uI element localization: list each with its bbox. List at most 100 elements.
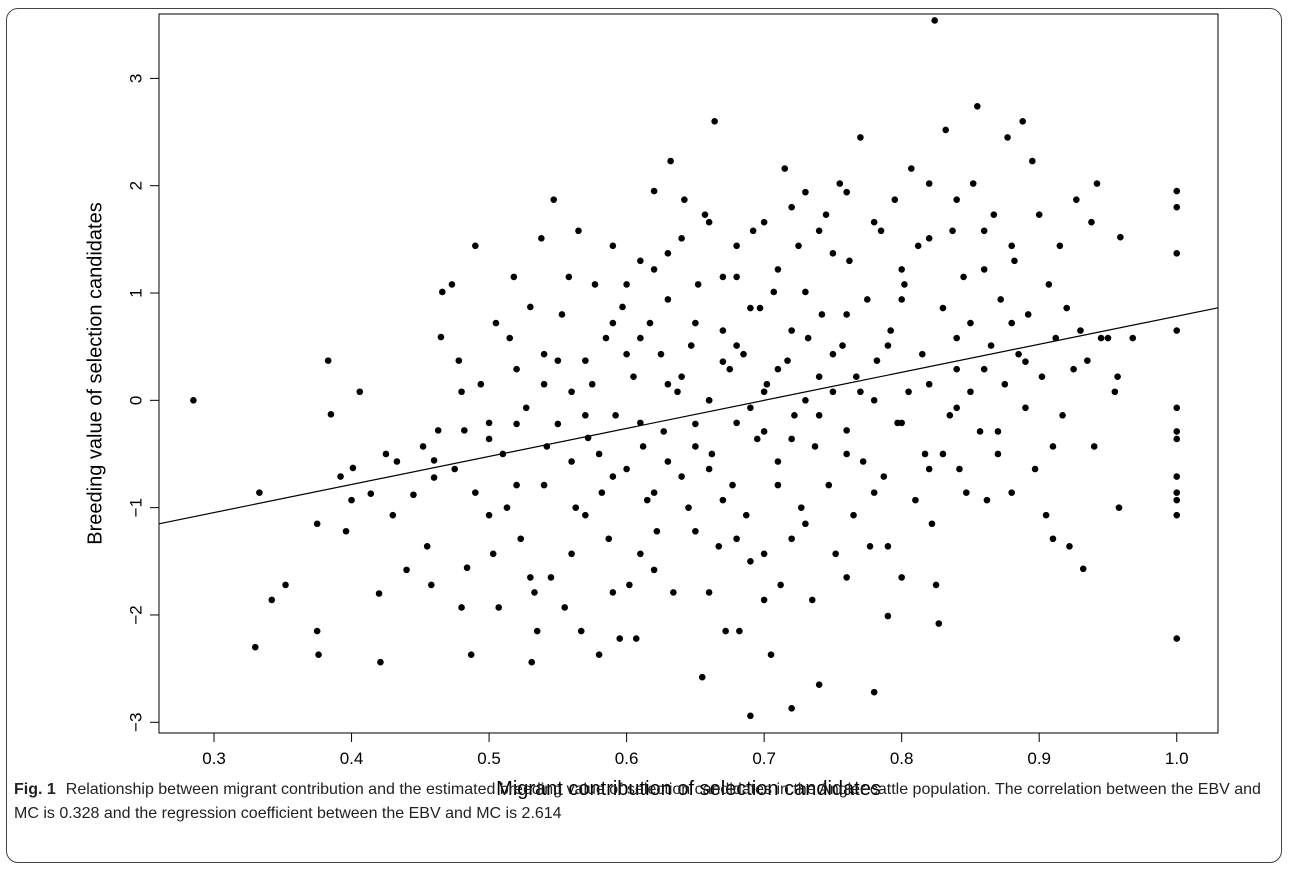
- data-point: [788, 203, 795, 211]
- data-point: [664, 458, 672, 465]
- data-point: [568, 388, 575, 396]
- data-point: [477, 380, 485, 388]
- data-point: [843, 450, 850, 458]
- data-point: [760, 428, 768, 435]
- data-point: [637, 550, 644, 558]
- data-point: [692, 319, 699, 327]
- data-point: [550, 196, 558, 203]
- data-point: [763, 380, 771, 388]
- data-point: [1173, 327, 1181, 334]
- data-point: [506, 334, 514, 342]
- data-point: [619, 303, 626, 311]
- data-point: [538, 234, 545, 242]
- data-point: [791, 412, 798, 419]
- data-point: [1173, 435, 1181, 443]
- data-point: [1008, 489, 1016, 496]
- data-point: [439, 288, 446, 296]
- y-tick-label: −3: [126, 713, 145, 732]
- data-point: [740, 350, 747, 358]
- data-point: [268, 596, 276, 604]
- data-point: [1077, 327, 1084, 334]
- data-point: [719, 273, 727, 281]
- data-point: [857, 388, 864, 396]
- data-point: [760, 596, 768, 604]
- data-point: [609, 242, 617, 250]
- data-point: [605, 535, 613, 543]
- data-point: [967, 319, 974, 327]
- data-point: [715, 542, 723, 550]
- data-point: [503, 504, 511, 511]
- data-point: [802, 520, 809, 528]
- data-point: [963, 489, 970, 496]
- axis-labels: 0.3 0.4 0.5 0.6 0.7 0.8 0.9 1.0 −3 −2 −1 0 1 2 3 Migran…: [84, 74, 1188, 800]
- data-point: [901, 281, 908, 288]
- data-point: [572, 504, 580, 511]
- data-point: [591, 281, 599, 288]
- data-point: [348, 496, 355, 504]
- data-point: [719, 358, 727, 365]
- data-point: [946, 412, 954, 419]
- data-point: [843, 311, 850, 318]
- data-point: [485, 435, 493, 443]
- data-point: [685, 504, 692, 511]
- data-point: [925, 465, 933, 473]
- data-point: [687, 342, 695, 349]
- data-point: [802, 288, 809, 296]
- data-point: [953, 334, 960, 342]
- data-point: [489, 550, 497, 558]
- y-tick-label: 2: [126, 181, 145, 190]
- data-point: [722, 627, 729, 635]
- data-point: [1022, 358, 1029, 365]
- data-point: [949, 227, 956, 235]
- data-point: [935, 620, 943, 627]
- data-point: [540, 481, 548, 489]
- data-point: [1173, 250, 1181, 257]
- data-point: [692, 420, 699, 428]
- data-point: [256, 489, 263, 496]
- data-point: [602, 334, 610, 342]
- y-tick-label: −1: [126, 498, 145, 517]
- data-point: [832, 550, 839, 558]
- data-point: [912, 496, 919, 504]
- data-point: [575, 227, 582, 235]
- data-point: [953, 196, 960, 203]
- x-tick-label: 0.6: [615, 749, 639, 768]
- data-point: [458, 388, 465, 396]
- data-point: [472, 489, 479, 496]
- data-point: [527, 303, 534, 311]
- data-point: [428, 581, 435, 589]
- data-point: [554, 420, 562, 428]
- data-point: [1029, 157, 1036, 165]
- data-point: [825, 481, 833, 489]
- data-point: [1022, 404, 1029, 412]
- data-point: [815, 412, 823, 419]
- data-point: [650, 489, 658, 496]
- data-point: [678, 473, 685, 480]
- data-point: [595, 651, 603, 658]
- data-point: [705, 218, 713, 226]
- data-point: [681, 196, 688, 203]
- data-point: [747, 557, 754, 565]
- data-point: [1024, 311, 1032, 318]
- data-point: [726, 365, 734, 373]
- y-tick-label: 3: [126, 74, 145, 83]
- data-point: [1031, 465, 1039, 473]
- data-point: [1059, 412, 1066, 419]
- data-point: [540, 380, 548, 388]
- x-axis-label: Migrant contribution of selection candid…: [496, 778, 881, 800]
- data-point: [797, 504, 805, 511]
- data-point: [561, 604, 569, 611]
- data-point: [637, 257, 644, 265]
- data-point: [660, 428, 668, 435]
- data-point: [774, 365, 782, 373]
- data-point: [1019, 118, 1027, 125]
- data-point: [612, 412, 619, 419]
- data-point: [884, 342, 892, 349]
- data-point: [657, 350, 665, 358]
- data-point: [1008, 242, 1016, 250]
- data-point: [705, 397, 713, 404]
- data-point: [774, 458, 782, 465]
- data-point: [1129, 334, 1137, 342]
- data-point: [884, 542, 892, 550]
- data-point: [747, 404, 754, 412]
